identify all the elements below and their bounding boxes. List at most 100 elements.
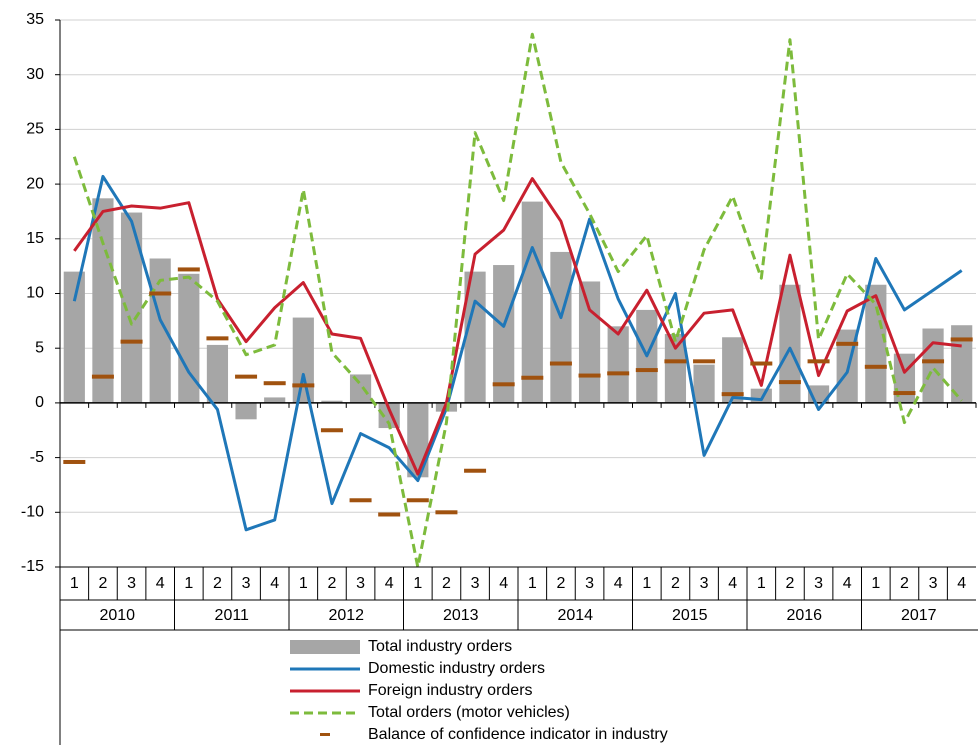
x-tick-label: 1 bbox=[184, 575, 193, 592]
legend-label: Balance of confidence indicator in indus… bbox=[368, 726, 668, 743]
x-tick-label: 2 bbox=[556, 575, 565, 592]
dash-marker bbox=[750, 361, 773, 366]
bar bbox=[264, 397, 286, 403]
dash-marker bbox=[149, 291, 172, 296]
x-tick-label: 3 bbox=[700, 575, 709, 592]
x-tick-label: 2 bbox=[98, 575, 107, 592]
x-tick-label: 2 bbox=[671, 575, 680, 592]
legend-label: Domestic industry orders bbox=[368, 660, 545, 677]
year-label: 2010 bbox=[99, 607, 135, 624]
dash-marker bbox=[721, 392, 744, 397]
x-tick-label: 3 bbox=[127, 575, 136, 592]
x-tick-label: 4 bbox=[385, 575, 394, 592]
bar bbox=[178, 273, 200, 403]
x-tick-label: 4 bbox=[156, 575, 165, 592]
x-tick-label: 4 bbox=[614, 575, 623, 592]
dash-marker bbox=[836, 341, 859, 346]
dash-marker bbox=[206, 336, 229, 341]
dash-marker bbox=[635, 368, 658, 373]
dash-marker bbox=[435, 510, 458, 515]
bar bbox=[693, 364, 715, 403]
bar bbox=[521, 201, 543, 403]
x-tick-label: 3 bbox=[814, 575, 823, 592]
dash-marker bbox=[235, 374, 258, 379]
bar bbox=[865, 284, 887, 403]
dash-marker bbox=[521, 375, 544, 380]
bar bbox=[120, 212, 143, 403]
dash-marker bbox=[693, 359, 716, 364]
dash-marker bbox=[950, 337, 973, 342]
bar bbox=[292, 317, 314, 403]
year-label: 2014 bbox=[557, 607, 593, 624]
year-label: 2011 bbox=[215, 607, 250, 624]
x-tick-label: 1 bbox=[528, 575, 537, 592]
x-tick-label: 1 bbox=[70, 575, 79, 592]
dash-marker bbox=[292, 383, 315, 388]
legend-label: Total industry orders bbox=[368, 638, 512, 655]
x-tick-label: 3 bbox=[585, 575, 594, 592]
bar bbox=[722, 337, 744, 403]
bar bbox=[493, 265, 515, 403]
bar bbox=[922, 328, 944, 403]
x-tick-label: 2 bbox=[327, 575, 336, 592]
dash-marker bbox=[120, 339, 143, 344]
dash-marker bbox=[549, 361, 572, 366]
line-series bbox=[72, 174, 963, 532]
bar bbox=[607, 326, 629, 403]
line-series bbox=[73, 177, 962, 476]
dash-marker bbox=[177, 267, 200, 272]
y-tick-label: 20 bbox=[26, 175, 44, 192]
line-series bbox=[72, 32, 963, 569]
dash-marker bbox=[607, 371, 630, 376]
dash-marker bbox=[263, 381, 286, 386]
x-tick-label: 2 bbox=[900, 575, 909, 592]
bar bbox=[578, 281, 601, 403]
y-tick-label: 0 bbox=[35, 394, 44, 411]
x-tick-label: 4 bbox=[843, 575, 852, 592]
dash-marker bbox=[864, 364, 887, 369]
x-tick-label: 1 bbox=[871, 575, 880, 592]
x-tick-label: 1 bbox=[642, 575, 651, 592]
bar bbox=[63, 271, 85, 403]
year-label: 2012 bbox=[328, 607, 364, 624]
dash-marker bbox=[320, 428, 343, 433]
y-tick-label: 10 bbox=[26, 285, 44, 302]
x-tick-label: 2 bbox=[785, 575, 794, 592]
year-label: 2015 bbox=[672, 607, 708, 624]
bar bbox=[407, 402, 429, 478]
x-tick-label: 1 bbox=[757, 575, 766, 592]
x-tick-label: 2 bbox=[213, 575, 222, 592]
bar bbox=[550, 251, 572, 403]
dash-marker bbox=[349, 498, 372, 503]
x-tick-label: 4 bbox=[499, 575, 508, 592]
legend-label: Total orders (motor vehicles) bbox=[368, 704, 570, 721]
dash-marker bbox=[778, 380, 801, 385]
dash-marker bbox=[578, 373, 601, 378]
x-tick-label: 1 bbox=[413, 575, 422, 592]
x-tick-label: 3 bbox=[242, 575, 251, 592]
x-tick-label: 4 bbox=[270, 575, 279, 592]
x-tick-label: 4 bbox=[957, 575, 966, 592]
year-label: 2017 bbox=[901, 607, 937, 624]
legend-swatch bbox=[320, 733, 330, 736]
legend-box bbox=[59, 629, 978, 745]
legend-swatch bbox=[290, 640, 360, 654]
x-tick-label: 1 bbox=[299, 575, 308, 592]
dash-marker bbox=[893, 391, 916, 396]
dash-marker bbox=[664, 359, 687, 364]
bar bbox=[235, 402, 257, 420]
dash-marker bbox=[378, 512, 401, 517]
dash-marker bbox=[63, 459, 86, 464]
y-tick-label: -10 bbox=[21, 504, 44, 521]
dash-marker bbox=[464, 468, 487, 473]
x-tick-label: 2 bbox=[442, 575, 451, 592]
y-tick-label: 35 bbox=[26, 11, 44, 28]
bar bbox=[321, 400, 343, 403]
y-tick-label: 15 bbox=[26, 230, 44, 247]
bar bbox=[349, 374, 372, 403]
x-tick-label: 3 bbox=[929, 575, 938, 592]
dash-marker bbox=[91, 374, 114, 379]
year-label: 2013 bbox=[443, 607, 479, 624]
x-tick-label: 3 bbox=[471, 575, 480, 592]
